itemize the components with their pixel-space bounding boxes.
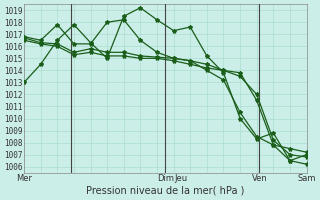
X-axis label: Pression niveau de la mer( hPa ): Pression niveau de la mer( hPa ): [86, 186, 244, 196]
